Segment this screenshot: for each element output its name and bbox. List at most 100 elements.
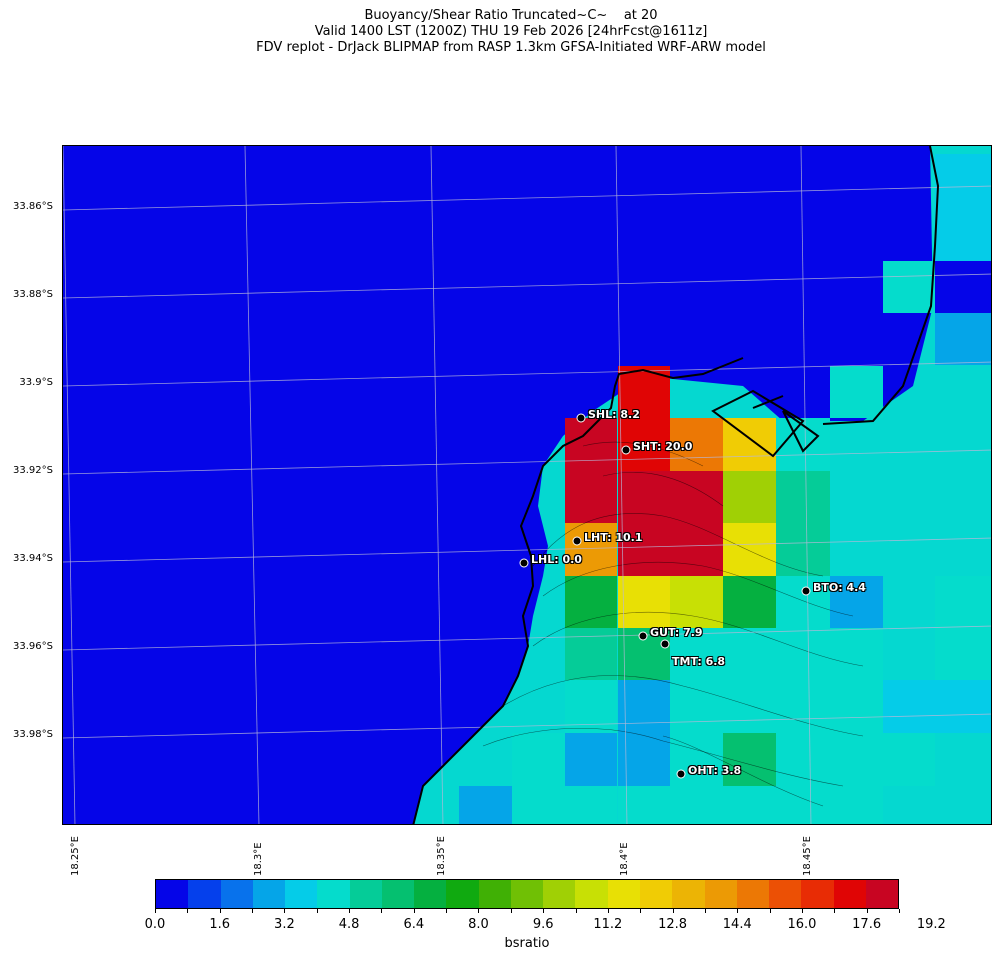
colorbar-swatch (607, 880, 640, 908)
colorbar-tick (413, 909, 415, 913)
station-marker (638, 631, 648, 641)
station-label: TMT: 6.8 (672, 655, 726, 668)
colorbar-tick-label: 19.2 (916, 917, 946, 932)
terrain-contour (482, 727, 844, 787)
graticule-line (63, 449, 991, 475)
raster-cell (723, 786, 777, 824)
raster-cell (565, 786, 617, 824)
map-panel (62, 145, 992, 825)
terrain-contour (582, 441, 704, 467)
colorbar-tick-label: 14.4 (722, 917, 752, 932)
colorbar-swatch (317, 880, 350, 908)
raster-cell (776, 733, 830, 786)
raster-cell (830, 628, 883, 680)
raster-cell (459, 786, 512, 824)
colorbar-tick-label: 3.2 (274, 917, 295, 932)
terrain-contour (532, 513, 824, 577)
raster-cell (618, 576, 670, 628)
colorbar-tick (510, 909, 512, 913)
graticule-line (800, 146, 812, 824)
latitude-label: 33.86°S (13, 201, 53, 212)
raster-cell (883, 261, 936, 313)
graticule-line (63, 185, 991, 211)
colorbar-tick (187, 909, 189, 913)
latitude-label: 33.94°S (13, 553, 53, 564)
longitude-label: 18.25°E (70, 836, 81, 876)
graticule-line (63, 146, 76, 824)
raster-cell (776, 523, 830, 576)
colorbar-tick (543, 909, 545, 913)
colorbar-tick-label: 11.2 (593, 917, 623, 932)
colorbar-swatch (543, 880, 576, 908)
raster-cell (723, 628, 776, 680)
colorbar-tick (349, 909, 351, 913)
raster-cell (723, 576, 776, 628)
station-label: GUT: 7.9 (650, 626, 703, 639)
colorbar-tick-label: 8.0 (468, 917, 489, 932)
station-marker (660, 639, 670, 649)
colorbar-tick (446, 909, 448, 913)
colorbar-tick-label: 4.8 (338, 917, 360, 932)
colorbar-tick-label: 12.8 (658, 917, 688, 932)
colorbar-swatch (672, 880, 705, 908)
raster-cell (776, 628, 830, 680)
colorbar-swatch (188, 880, 221, 908)
raster-cell (723, 523, 776, 576)
latitude-label: 33.96°S (13, 641, 53, 652)
raster-cell (565, 733, 617, 786)
raster-cell (670, 576, 723, 628)
colorbar-tick (575, 909, 577, 913)
station-marker (801, 586, 811, 596)
raster-cell (670, 523, 723, 576)
station-marker (572, 536, 582, 546)
station-label: LHT: 10.1 (584, 531, 643, 544)
coastline (412, 357, 744, 824)
longitude-label: 18.45°E (802, 836, 813, 876)
colorbar-swatch (801, 880, 834, 908)
raster-cell (512, 786, 565, 824)
longitude-label: 18.3°E (253, 842, 264, 876)
colorbar-tick (284, 909, 286, 913)
graticule-line (615, 146, 628, 824)
raster-cell (512, 733, 565, 786)
colorbar-swatch (285, 880, 318, 908)
colorbar (155, 879, 899, 909)
raster-cell (618, 733, 670, 786)
raster-cell (935, 628, 991, 680)
raster-cell (565, 576, 617, 628)
raster-cell (883, 680, 935, 733)
raster-cell (618, 418, 670, 471)
graticule-line (244, 146, 260, 824)
colorbar-swatch (736, 880, 770, 908)
raster-cell (830, 680, 883, 733)
raster-cell (830, 366, 883, 418)
colorbar-tick-label: 16.0 (787, 917, 817, 932)
colorbar-swatch (833, 880, 866, 908)
colorbar-tick (672, 909, 674, 913)
colorbar-tick (834, 909, 836, 913)
colorbar-tick (769, 909, 771, 913)
colorbar-tick (478, 909, 480, 913)
colorbar-swatch (510, 880, 544, 908)
terrain-contour (502, 675, 864, 737)
raster-cell (935, 680, 991, 733)
colorbar-tick-label: 1.6 (209, 917, 231, 932)
colorbar-swatch (156, 880, 189, 908)
raster-cell (670, 418, 723, 471)
raster-cell (618, 523, 670, 576)
terrain-contour (602, 471, 724, 507)
terrain-contour (662, 735, 824, 807)
raster-cell (670, 471, 723, 523)
station-label: OHT: 3.8 (688, 764, 742, 777)
colorbar-tick-label: 0.0 (144, 917, 166, 932)
colorbar-tick (899, 909, 900, 913)
raster-cell (935, 576, 991, 628)
raster-cell (618, 680, 670, 733)
colorbar-title: bsratio (504, 936, 550, 951)
raster-cell (935, 261, 991, 313)
colorbar-swatch (575, 880, 608, 908)
raster-cell (723, 418, 776, 471)
latitude-label: 33.88°S (13, 289, 53, 300)
raster-cell (776, 576, 830, 628)
station-marker (621, 445, 631, 455)
